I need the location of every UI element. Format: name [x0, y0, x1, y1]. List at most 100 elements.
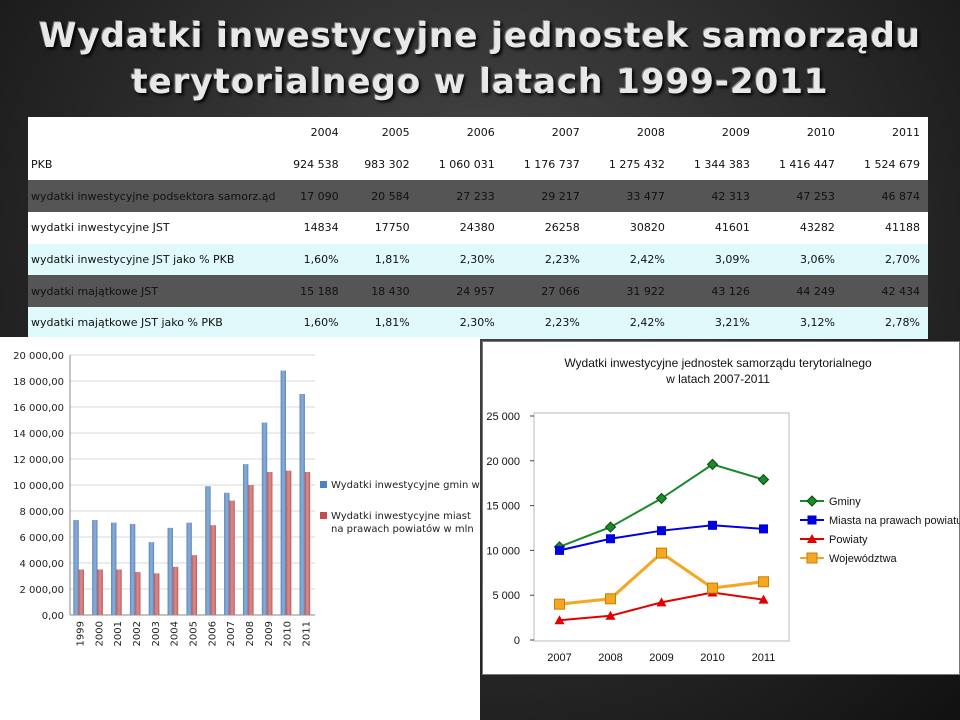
bar-group [97, 569, 103, 615]
line-point [806, 495, 818, 507]
table-cell: 24380 [417, 212, 503, 244]
table-cell: 1 416 447 [757, 148, 843, 181]
x-tick-label: 2000 [94, 621, 105, 646]
bar-group [73, 520, 79, 615]
bar-group [267, 472, 273, 615]
x-tick-label: 2008 [598, 652, 622, 664]
bar-group [285, 470, 292, 615]
table-cell: 18 430 [346, 275, 418, 308]
bar-highlight [205, 486, 211, 615]
table-cell: 1 275 432 [587, 148, 673, 181]
bar-highlight [261, 422, 268, 615]
row-label: wydatki inwestycyjne JST jako % PKB [28, 243, 276, 276]
bar-group [229, 500, 235, 615]
table-row: wydatki inwestycyjne JST 14834 17750 243… [28, 212, 928, 244]
year-header: 2008 [587, 117, 673, 149]
bar-highlight [280, 370, 286, 615]
line-point [554, 615, 565, 625]
table-cell: 29 217 [502, 180, 588, 213]
table-cell: 2,30% [417, 243, 503, 276]
table-cell: 924 538 [275, 148, 347, 181]
year-header: 2006 [417, 117, 503, 149]
y-tick-label: 4 000,00 [19, 559, 64, 570]
bar-highlight [167, 527, 173, 615]
line-point [758, 576, 769, 588]
line-point [605, 610, 616, 620]
line-point [555, 545, 564, 555]
year-header: 2004 [275, 117, 347, 149]
y-tick-label: 20 000,00 [13, 351, 64, 362]
line-point [657, 526, 666, 536]
bar-group [280, 370, 286, 615]
table-cell: 46 874 [842, 180, 928, 213]
y-tick-label: 6 000,00 [19, 533, 64, 544]
x-tick-label: 2005 [189, 621, 200, 646]
table-cell: 1 060 031 [417, 148, 503, 181]
bar-highlight [92, 520, 98, 615]
x-tick-label: 2008 [245, 621, 256, 646]
x-tick-label: 2007 [226, 621, 237, 646]
legend-label-line: Wydatki inwestycyjne miast [331, 511, 471, 522]
line-point [806, 552, 818, 564]
table-cell: 2,23% [502, 307, 588, 339]
line-point [655, 492, 668, 505]
bar-highlight [304, 472, 311, 615]
row-label: wydatki inwestycyjne JST [28, 212, 276, 244]
legend-label: Gminy [829, 496, 861, 508]
y-tick-label: 14 000,00 [13, 429, 64, 440]
bar-group [92, 520, 98, 615]
bar-group [154, 573, 160, 615]
y-tick-label: 20 000 [486, 456, 520, 468]
year-header: 2005 [346, 117, 418, 149]
table-cell: 17750 [346, 212, 418, 244]
bar-highlight [116, 569, 122, 615]
table-cell: 44 249 [757, 275, 843, 308]
bar-group [172, 566, 179, 615]
table-cell: 1 176 737 [502, 148, 588, 181]
line-point [605, 593, 616, 605]
line-series [554, 547, 769, 610]
row-label: wydatki majątkowe JST jako % PKB [28, 307, 276, 339]
table-cell: 42 434 [842, 275, 928, 308]
table-cell: 33 477 [587, 180, 673, 213]
y-tick-label: 0,00 [42, 611, 64, 622]
bar-group [111, 522, 117, 615]
line-point [656, 597, 667, 607]
table-cell: 41188 [842, 212, 928, 244]
bar-group [261, 422, 268, 615]
bar-highlight [243, 464, 249, 615]
table-cell: 1 344 383 [672, 148, 758, 181]
x-tick-label: 2002 [132, 621, 143, 646]
table-cell: 2,30% [417, 307, 503, 339]
x-tick-label: 2001 [113, 621, 124, 646]
y-tick-label: 8 000,00 [19, 507, 64, 518]
table-cell: 2,78% [842, 307, 928, 339]
year-header: 2010 [757, 117, 843, 149]
bar-group [116, 569, 122, 615]
y-tick-label: 18 000,00 [13, 377, 64, 388]
x-tick-label: 2004 [170, 621, 181, 646]
line-point [606, 534, 615, 544]
bar-highlight [224, 492, 230, 615]
table-row: PKB 924 538 983 302 1 060 031 1 176 737 … [28, 148, 928, 181]
bar-highlight [210, 525, 216, 615]
line-series [555, 520, 768, 555]
table-cell: 41601 [672, 212, 758, 244]
bar-highlight [78, 569, 84, 615]
table-cell: 3,09% [672, 243, 758, 276]
table-cell: 47 253 [757, 180, 843, 213]
line-point [656, 547, 667, 559]
bar-group [205, 486, 211, 615]
bar-group [304, 472, 311, 615]
bar-highlight [248, 485, 254, 615]
bar-highlight [73, 520, 79, 615]
y-tick-label: 15 000 [486, 501, 520, 513]
slide-title-line2: terytorialnego w latach 1999-2011 [131, 62, 829, 102]
bar-highlight [172, 566, 179, 615]
bar-group [78, 569, 84, 615]
bar-highlight [135, 572, 141, 615]
bar-highlight [111, 522, 117, 615]
bar-highlight [191, 555, 198, 615]
table-cell: 27 233 [417, 180, 503, 213]
y-tick-label: 25 000 [486, 411, 520, 423]
